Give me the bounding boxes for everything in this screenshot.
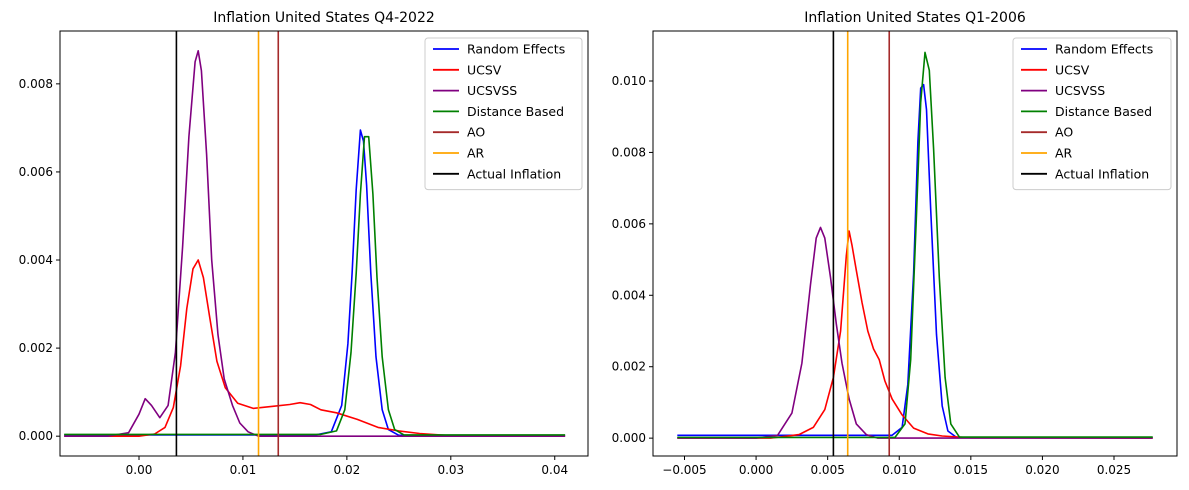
legend-label: Distance Based bbox=[467, 104, 564, 119]
y-tick-label: 0.008 bbox=[19, 77, 53, 91]
y-tick-label: 0.000 bbox=[612, 431, 646, 445]
legend: Random Effects UCSV UCSVSS Distance Based AO… bbox=[1012, 37, 1172, 191]
x-tick-label: 0.025 bbox=[1097, 463, 1131, 477]
legend-label: Distance Based bbox=[1055, 104, 1152, 119]
legend-label: Random Effects bbox=[1055, 42, 1153, 57]
legend-box bbox=[1012, 37, 1172, 191]
series-line-ucsv bbox=[64, 259, 566, 437]
y-tick-label: 0.002 bbox=[612, 360, 646, 374]
series-line-random-effects bbox=[677, 83, 1153, 439]
y-tick-label: 0.006 bbox=[612, 217, 646, 231]
chart-title: Inflation United States Q4-2022 bbox=[213, 10, 435, 26]
chart-title: Inflation United States Q1-2006 bbox=[804, 10, 1026, 26]
axes-frame bbox=[652, 30, 1178, 457]
legend-box bbox=[424, 37, 583, 191]
y-tick-label: 0.010 bbox=[612, 74, 646, 88]
legend-label: UCSV bbox=[1055, 62, 1090, 77]
series-line-random-effects bbox=[64, 129, 566, 437]
x-tick-label: 0.03 bbox=[437, 463, 464, 477]
legend-label: AR bbox=[1055, 146, 1073, 161]
legend-label: UCSV bbox=[467, 62, 502, 77]
series-line-distance-based bbox=[677, 51, 1153, 439]
legend-label: Actual Inflation bbox=[1055, 166, 1149, 181]
legend-label: UCSVSS bbox=[467, 83, 517, 98]
legend: Random Effects UCSV UCSVSS Distance Based AO… bbox=[424, 37, 583, 191]
series-line-ucsvss bbox=[64, 50, 566, 437]
plot-area bbox=[677, 31, 1153, 456]
x-tick-label: 0.04 bbox=[541, 463, 568, 477]
y-tick-label: 0.002 bbox=[19, 341, 53, 355]
x-tick-label: 0.020 bbox=[1025, 463, 1059, 477]
legend-label: UCSVSS bbox=[1055, 83, 1105, 98]
y-tick-label: 0.000 bbox=[19, 429, 53, 443]
x-tick-label: 0.010 bbox=[882, 463, 916, 477]
x-tick-label: 0.00 bbox=[126, 463, 153, 477]
x-tick-label: 0.005 bbox=[810, 463, 844, 477]
y-tick-label: 0.006 bbox=[19, 165, 53, 179]
x-tick-label: 0.02 bbox=[334, 463, 361, 477]
series-line-ucsvss bbox=[677, 226, 1153, 439]
y-tick-label: 0.004 bbox=[19, 253, 53, 267]
x-tick-label: 0.015 bbox=[954, 463, 988, 477]
y-tick-label: 0.008 bbox=[612, 145, 646, 159]
x-tick-label: −0.005 bbox=[662, 463, 706, 477]
axes-frame bbox=[59, 30, 589, 457]
legend-label: Random Effects bbox=[467, 42, 565, 57]
legend-label: AR bbox=[467, 146, 485, 161]
legend-label: AO bbox=[1055, 125, 1073, 140]
x-tick-label: 0.000 bbox=[739, 463, 773, 477]
chart-1: Inflation United States Q4-2022 0.00 0.01 0… bbox=[19, 10, 589, 477]
chart-2: Inflation United States Q1-2006 −0.005 0.0… bbox=[612, 10, 1178, 477]
plot-area bbox=[64, 31, 566, 456]
series-line-distance-based bbox=[64, 135, 566, 436]
legend-label: AO bbox=[467, 125, 485, 140]
legend-label: Actual Inflation bbox=[467, 166, 561, 181]
x-tick-label: 0.01 bbox=[230, 463, 257, 477]
y-tick-label: 0.004 bbox=[612, 288, 646, 302]
series-line-ucsv bbox=[677, 230, 1153, 439]
